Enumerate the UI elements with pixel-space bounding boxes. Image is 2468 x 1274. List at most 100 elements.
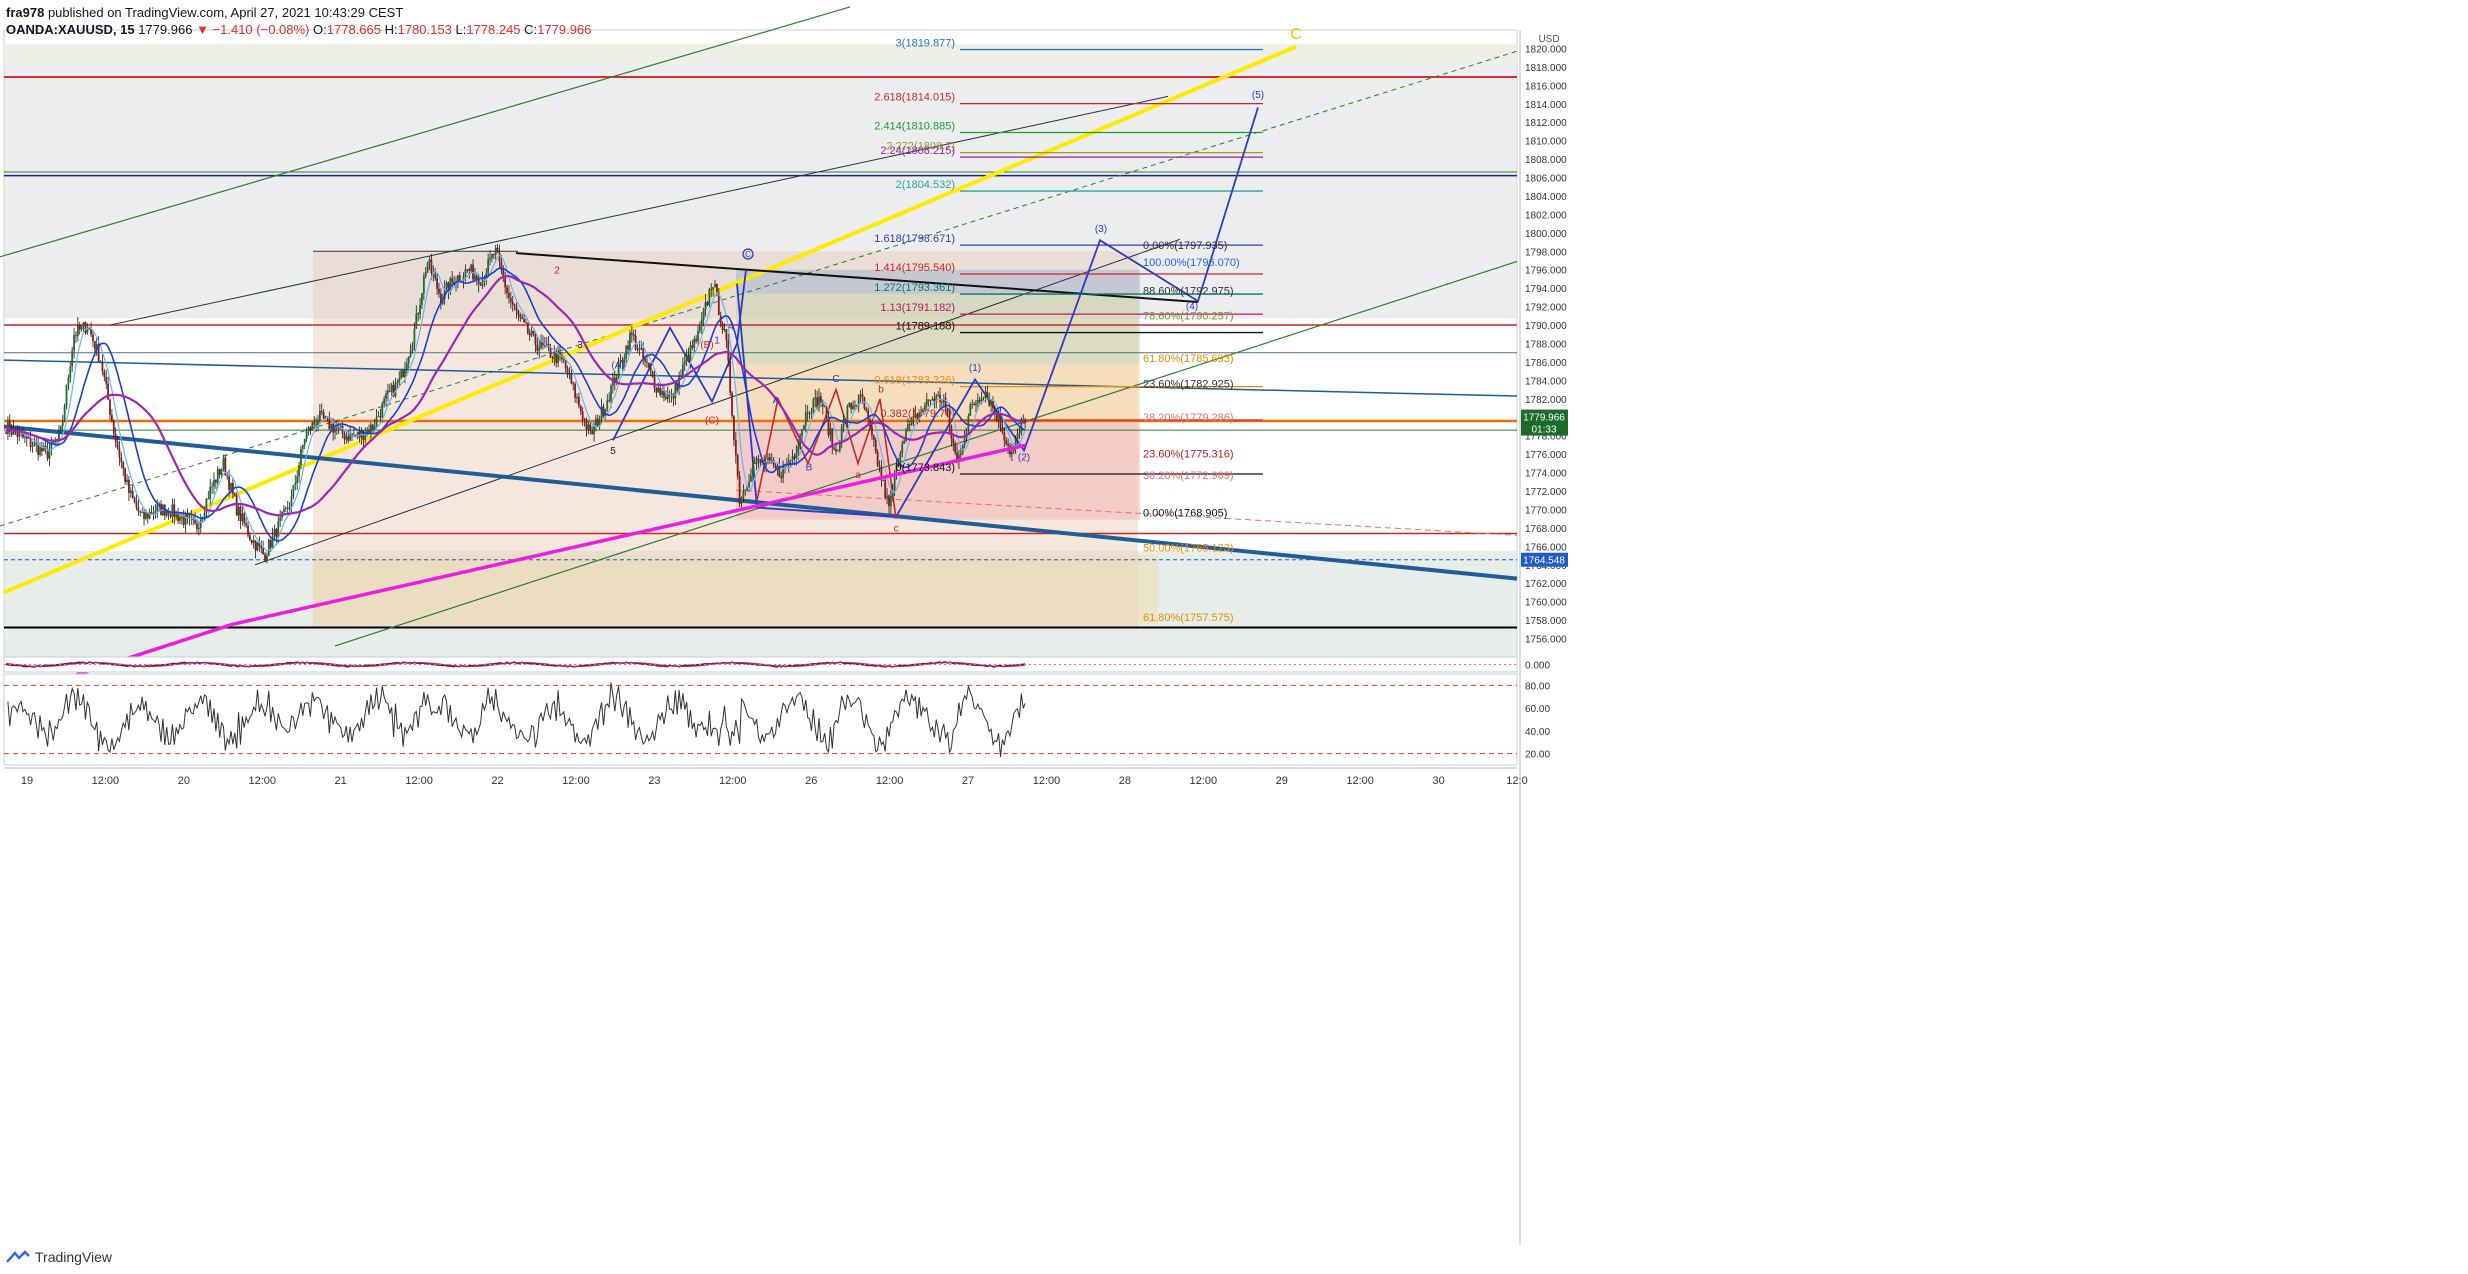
time-tick-19: 12:0 — [1506, 775, 1527, 787]
candle-body — [992, 401, 994, 409]
candle-body — [143, 512, 145, 519]
candle-body — [24, 436, 26, 438]
candle-body — [349, 433, 352, 441]
tradingview-brand[interactable]: TradingView — [6, 1249, 112, 1265]
ema-200 — [5, 443, 1026, 700]
candle-body — [139, 511, 142, 513]
candle-body — [37, 444, 40, 455]
candle-body — [294, 483, 297, 485]
time-tick-2: 20 — [178, 775, 190, 787]
candle-body — [438, 288, 440, 294]
symbol-label[interactable]: OANDA:XAUUSD, 15 — [6, 22, 135, 37]
rsi-pane[interactable] — [3, 673, 1518, 766]
high-label: H: — [384, 22, 398, 37]
candle-body — [971, 404, 974, 405]
candle-body — [394, 382, 397, 397]
candle-body — [610, 385, 612, 401]
price-tick-0: 1820.000 — [1525, 44, 1567, 55]
candle-body — [241, 513, 244, 522]
candle-body — [258, 542, 261, 547]
candle-body — [829, 428, 832, 436]
candle-body — [309, 427, 312, 431]
candle-body — [307, 427, 310, 432]
candle-body — [568, 373, 571, 375]
candle-body — [1022, 419, 1025, 423]
candle-body — [137, 507, 140, 512]
candle-body — [659, 387, 662, 395]
candle-body — [92, 334, 94, 341]
fib-level-label-0: 3(1819.877) — [896, 38, 955, 50]
candle-body — [888, 495, 890, 507]
publisher-name[interactable]: fra978 — [6, 5, 45, 20]
price-tick-22: 1776.000 — [1525, 450, 1567, 461]
candle-body — [169, 514, 172, 517]
candle-body — [973, 404, 975, 406]
candle-body — [33, 442, 36, 447]
tradingview-logo-icon — [6, 1250, 30, 1263]
candle-body — [676, 383, 679, 391]
candle-body — [799, 435, 802, 447]
candle-body — [685, 354, 688, 362]
candle-body — [1005, 440, 1008, 445]
candle-body — [124, 468, 127, 483]
candle-body — [562, 359, 565, 361]
candle-body — [330, 423, 333, 430]
candle-body — [150, 512, 153, 515]
fib-band-lower — [313, 554, 1158, 624]
candle-body — [630, 332, 633, 335]
candle-body — [483, 278, 486, 280]
fib-level-label-13: 0(1773.843) — [896, 462, 955, 474]
price-tick-3: 1814.000 — [1525, 100, 1567, 111]
candle-body — [780, 476, 783, 479]
candle-body — [963, 438, 966, 446]
candle-body — [808, 413, 811, 415]
candle-body — [1018, 432, 1021, 434]
price-axis-bg[interactable] — [1520, 0, 1568, 1274]
candle-body — [99, 361, 102, 363]
candle-body — [383, 398, 386, 404]
channel-upper-black — [109, 95, 1169, 326]
candle-body — [657, 387, 660, 393]
candle-body — [948, 411, 951, 426]
candle-body — [886, 495, 888, 499]
candle-body — [500, 261, 503, 270]
candle-body — [305, 431, 308, 439]
candle-body — [804, 412, 807, 426]
candle-body — [593, 425, 595, 435]
candle-body — [339, 425, 342, 427]
time-tick-10: 26 — [805, 775, 817, 787]
candle-body — [912, 415, 915, 419]
candle-body — [702, 309, 705, 320]
candle-body — [536, 344, 539, 351]
low-value: 1778.245 — [466, 22, 521, 37]
candle-body — [468, 269, 471, 271]
candle-body — [322, 412, 325, 419]
price-tick-1: 1818.000 — [1525, 63, 1567, 74]
candle-body — [120, 457, 123, 463]
candle-body — [122, 462, 125, 469]
candle-body — [48, 450, 51, 459]
candle-body — [534, 333, 537, 345]
candle-body — [598, 419, 601, 427]
background-layer — [3, 29, 1518, 658]
candle-body — [577, 396, 580, 406]
candle-body — [553, 351, 556, 359]
candle-body — [825, 406, 828, 417]
candle-body — [368, 429, 370, 434]
time-tick-6: 22 — [491, 775, 503, 787]
candle-body — [929, 400, 932, 402]
candle-body — [958, 455, 960, 461]
price-tick-12: 1796.000 — [1525, 266, 1567, 277]
candle-body — [430, 259, 433, 274]
candle-body — [29, 437, 32, 447]
candle-body — [101, 362, 104, 372]
candle-body — [988, 397, 991, 406]
candle-body — [197, 528, 200, 530]
fib-level-label-8: 1.272(1793.361) — [874, 282, 955, 294]
candle-body — [35, 442, 38, 445]
candle-body — [646, 361, 648, 363]
wave-B: (B) — [700, 340, 713, 351]
time-tick-1: 12:00 — [92, 775, 120, 787]
candle-body — [969, 404, 972, 416]
